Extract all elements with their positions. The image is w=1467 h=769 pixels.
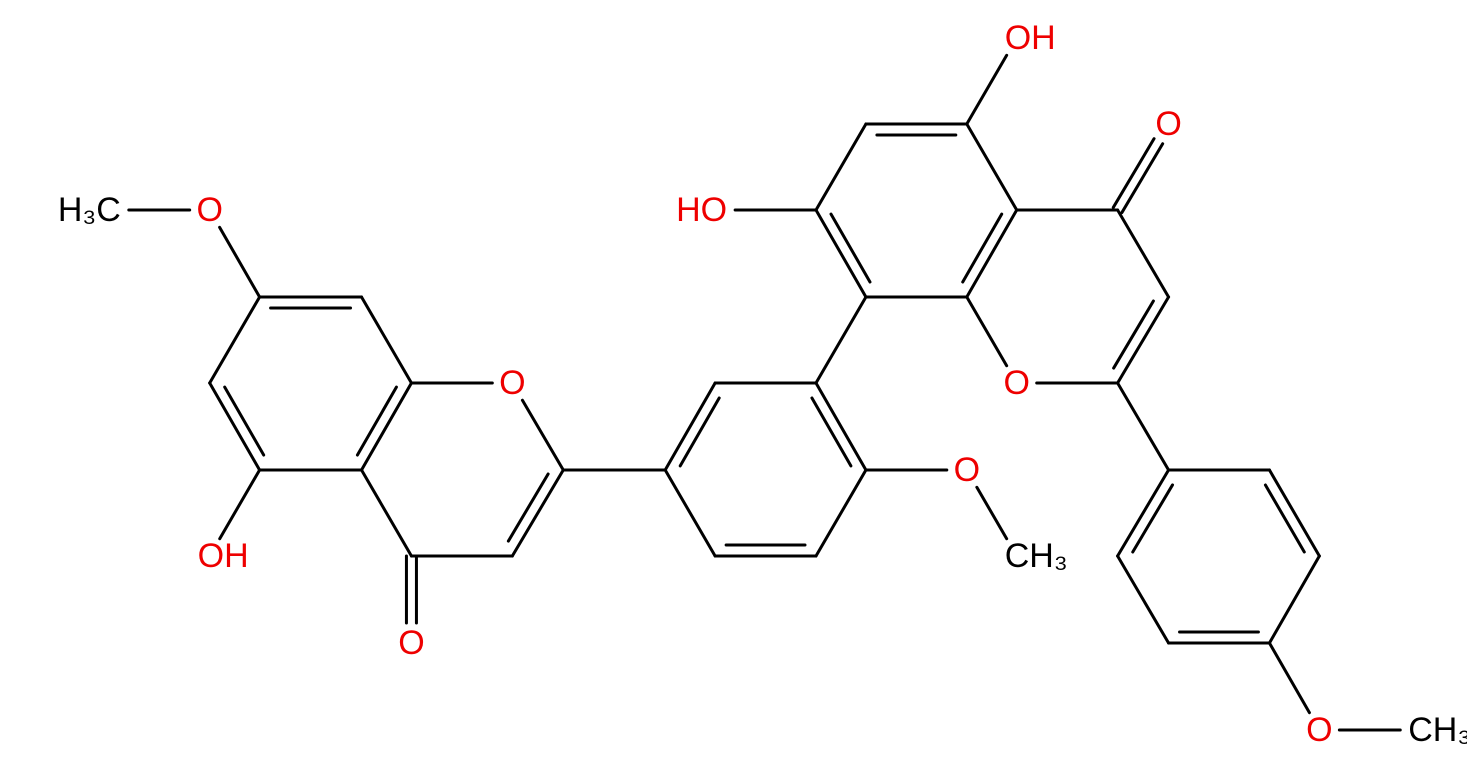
bond xyxy=(975,485,1009,541)
bond xyxy=(520,398,565,472)
bond-inner xyxy=(506,472,550,543)
atom-label: H₃C xyxy=(58,191,121,229)
bond xyxy=(965,53,1009,126)
bond xyxy=(663,468,717,558)
bond xyxy=(1267,554,1321,645)
bond-inner xyxy=(810,396,853,468)
atom-label: O xyxy=(1003,364,1029,402)
bond xyxy=(1116,468,1171,558)
bond xyxy=(1116,295,1171,385)
bond xyxy=(1267,641,1311,715)
bond xyxy=(1111,137,1156,209)
atom-label: OH xyxy=(1005,19,1056,57)
bond-inner xyxy=(829,212,872,284)
bond-inner xyxy=(223,385,266,457)
bond-inner xyxy=(678,396,721,468)
atom-label: O xyxy=(954,451,980,489)
bond xyxy=(814,381,868,472)
bond-inner xyxy=(1263,483,1306,554)
bond-inner xyxy=(961,212,1004,284)
bond xyxy=(814,468,868,558)
bond xyxy=(965,295,1009,368)
atom-label: O xyxy=(1155,105,1181,143)
bond xyxy=(965,122,1019,212)
bond xyxy=(208,295,262,385)
bond xyxy=(510,468,565,558)
bond-inner xyxy=(1112,299,1155,370)
atom-label: OH xyxy=(198,537,249,575)
bond xyxy=(360,468,413,558)
bond xyxy=(218,225,262,299)
bond-inner xyxy=(1131,483,1175,554)
bond xyxy=(1120,142,1165,215)
bond xyxy=(360,295,413,385)
atom-label: O xyxy=(499,364,525,402)
bond xyxy=(965,208,1019,299)
bond xyxy=(814,208,868,299)
bond xyxy=(1116,381,1171,472)
atom-label: CH₃ xyxy=(1005,537,1068,575)
bond xyxy=(814,295,868,385)
bond xyxy=(814,122,868,212)
bond-inner xyxy=(355,385,398,457)
atom-label: CH₃ xyxy=(1408,711,1467,749)
bond xyxy=(1116,554,1171,645)
atom-label: HO xyxy=(676,191,727,229)
bond xyxy=(1267,468,1321,558)
atom-label: O xyxy=(398,624,424,662)
bond xyxy=(663,381,717,472)
atom-label: O xyxy=(1306,711,1332,749)
bond xyxy=(218,468,262,541)
atom-label: O xyxy=(196,191,222,229)
bond xyxy=(360,381,413,472)
bond xyxy=(208,381,262,472)
bond xyxy=(1116,208,1171,299)
